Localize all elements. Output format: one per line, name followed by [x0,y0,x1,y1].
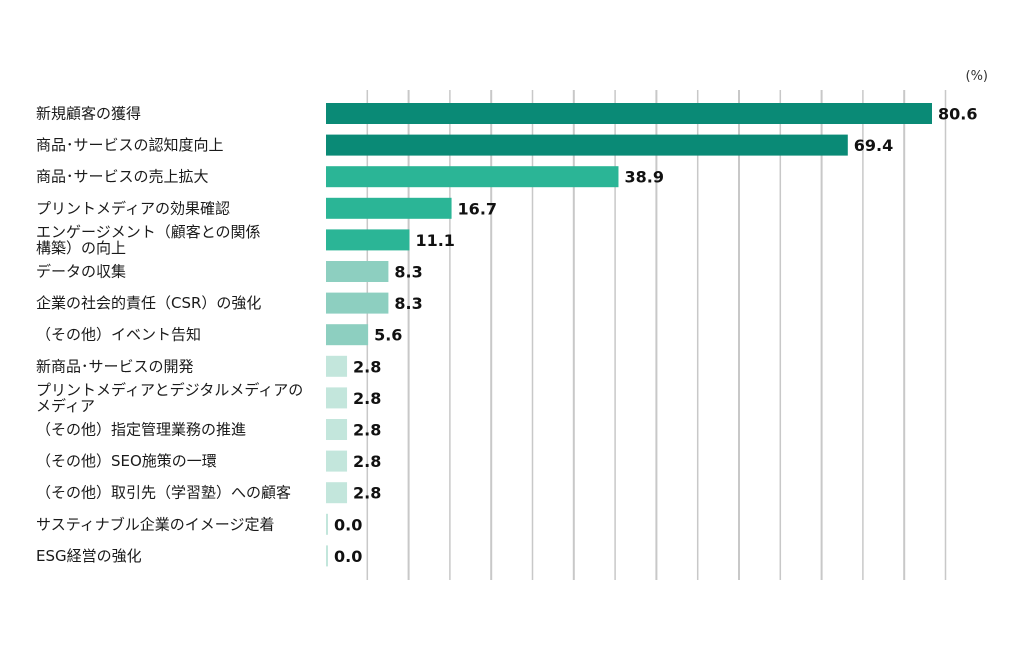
value-label: 38.9 [624,168,663,187]
grid-lines [366,90,947,580]
bar [326,545,328,567]
category-label: プリントメディアの効果確認 [36,199,230,217]
value-label: 0.0 [334,547,362,566]
bar [326,355,348,377]
category-label: （その他）指定管理業務の推進 [36,421,246,439]
bar [326,166,619,188]
bar [326,229,410,251]
value-label: 2.8 [353,452,381,471]
value-label: 11.1 [415,231,454,250]
bar [326,197,452,219]
category-label: 商品･サービスの売上拡大 [36,168,209,186]
value-label: 2.8 [353,421,381,440]
value-label: 8.3 [394,294,422,313]
category-label: （その他）イベント告知 [36,326,201,344]
value-label: 2.8 [353,484,381,503]
bar [326,292,389,314]
category-label: データの収集 [36,263,126,281]
bar [326,134,848,156]
value-label: 5.6 [374,326,402,345]
bar [326,387,348,409]
bar [326,482,348,504]
category-label: ESG経営の強化 [36,547,142,565]
value-labels: 80.6 69.4 38.9 16.711.1 8.3 8.3 5.6 2.8 2.8 2.8 2.… [334,105,977,566]
bar [326,450,348,472]
category-label: メディア [36,397,95,415]
category-label: サスティナブル企業のイメージ定着 [36,515,275,533]
value-label: 80.6 [938,105,977,124]
category-label: 構築）の向上 [36,239,126,257]
category-label: 企業の社会的責任（CSR）の強化 [36,294,261,312]
category-label: エンゲージメント（顧客との関係 [36,223,261,241]
bar [326,261,389,282]
category-label: （その他）取引先（学習塾）への顧客 [36,484,291,502]
bar [326,513,328,535]
category-label: （その他）SEO施策の一環 [36,452,217,470]
value-label: 2.8 [353,389,381,408]
bar [326,103,932,124]
category-labels: 新規顧客の獲得商品･サービスの認知度向上商品･サービスの売上拡大プリントメディア… [36,105,303,565]
category-label: 商品･サービスの認知度向上 [36,136,224,154]
value-label: 2.8 [353,357,381,376]
value-label: 69.4 [854,136,893,155]
value-label: 8.3 [394,263,422,282]
category-label: 新規顧客の獲得 [36,105,141,123]
bar [326,324,369,346]
bar [326,419,348,440]
bars [326,103,932,567]
value-label: 0.0 [334,515,362,534]
unit-label: (%) [966,69,989,84]
category-label: プリントメディアとデジタルメディアの [36,381,303,399]
value-label: 16.7 [458,199,497,218]
category-label: 新商品･サービスの開発 [36,357,194,375]
